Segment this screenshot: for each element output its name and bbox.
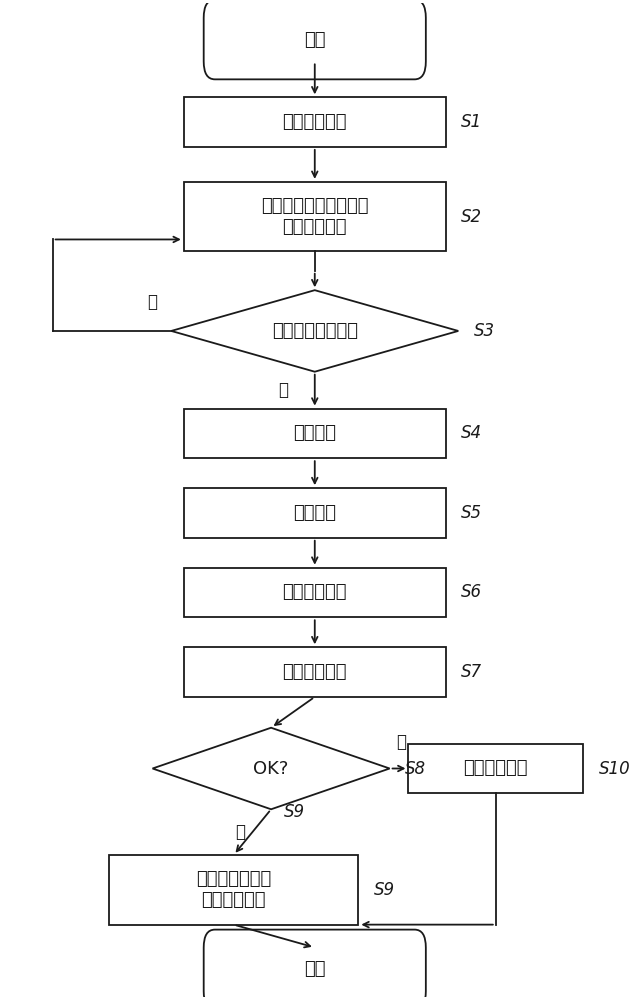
Text: 开始: 开始 (304, 31, 325, 49)
Text: 输入患者信息: 输入患者信息 (282, 113, 347, 131)
Text: S1: S1 (461, 113, 482, 131)
Text: 是: 是 (279, 381, 289, 399)
Text: 否: 否 (396, 733, 406, 751)
Text: OK?: OK? (254, 760, 289, 778)
Text: 动态拍摄: 动态拍摄 (293, 424, 336, 442)
Text: S4: S4 (461, 424, 482, 442)
Text: 删除动态图像: 删除动态图像 (463, 760, 528, 778)
Text: S8: S8 (405, 760, 426, 778)
Polygon shape (153, 728, 390, 809)
Text: S9: S9 (374, 881, 395, 899)
Text: 显示动态图像: 显示动态图像 (282, 663, 347, 681)
Polygon shape (171, 290, 458, 372)
Bar (408, 744, 583, 793)
FancyBboxPatch shape (204, 930, 426, 1000)
Text: 否: 否 (148, 293, 158, 311)
Text: 修正处理: 修正处理 (293, 504, 336, 522)
Bar (184, 488, 446, 538)
Bar (184, 647, 446, 697)
FancyBboxPatch shape (204, 0, 426, 79)
Text: S9: S9 (284, 803, 305, 821)
Bar (184, 568, 446, 617)
Bar (184, 97, 446, 147)
Text: 存储动态图像: 存储动态图像 (282, 583, 347, 601)
Text: S3: S3 (474, 322, 495, 340)
Text: S10: S10 (599, 760, 631, 778)
Bar (109, 855, 358, 925)
Text: 放射线照射指示？: 放射线照射指示？ (272, 322, 358, 340)
Text: S6: S6 (461, 583, 482, 601)
Text: 向诊断用控制台
发送动态图像: 向诊断用控制台 发送动态图像 (196, 870, 272, 909)
Text: S2: S2 (461, 208, 482, 226)
Text: S7: S7 (461, 663, 482, 681)
Text: 设定放射线照射条件、
图像读取条件: 设定放射线照射条件、 图像读取条件 (261, 197, 369, 236)
Text: 是: 是 (235, 823, 245, 841)
Text: 结束: 结束 (304, 960, 325, 978)
Bar (184, 409, 446, 458)
Text: S5: S5 (461, 504, 482, 522)
Bar (184, 182, 446, 251)
